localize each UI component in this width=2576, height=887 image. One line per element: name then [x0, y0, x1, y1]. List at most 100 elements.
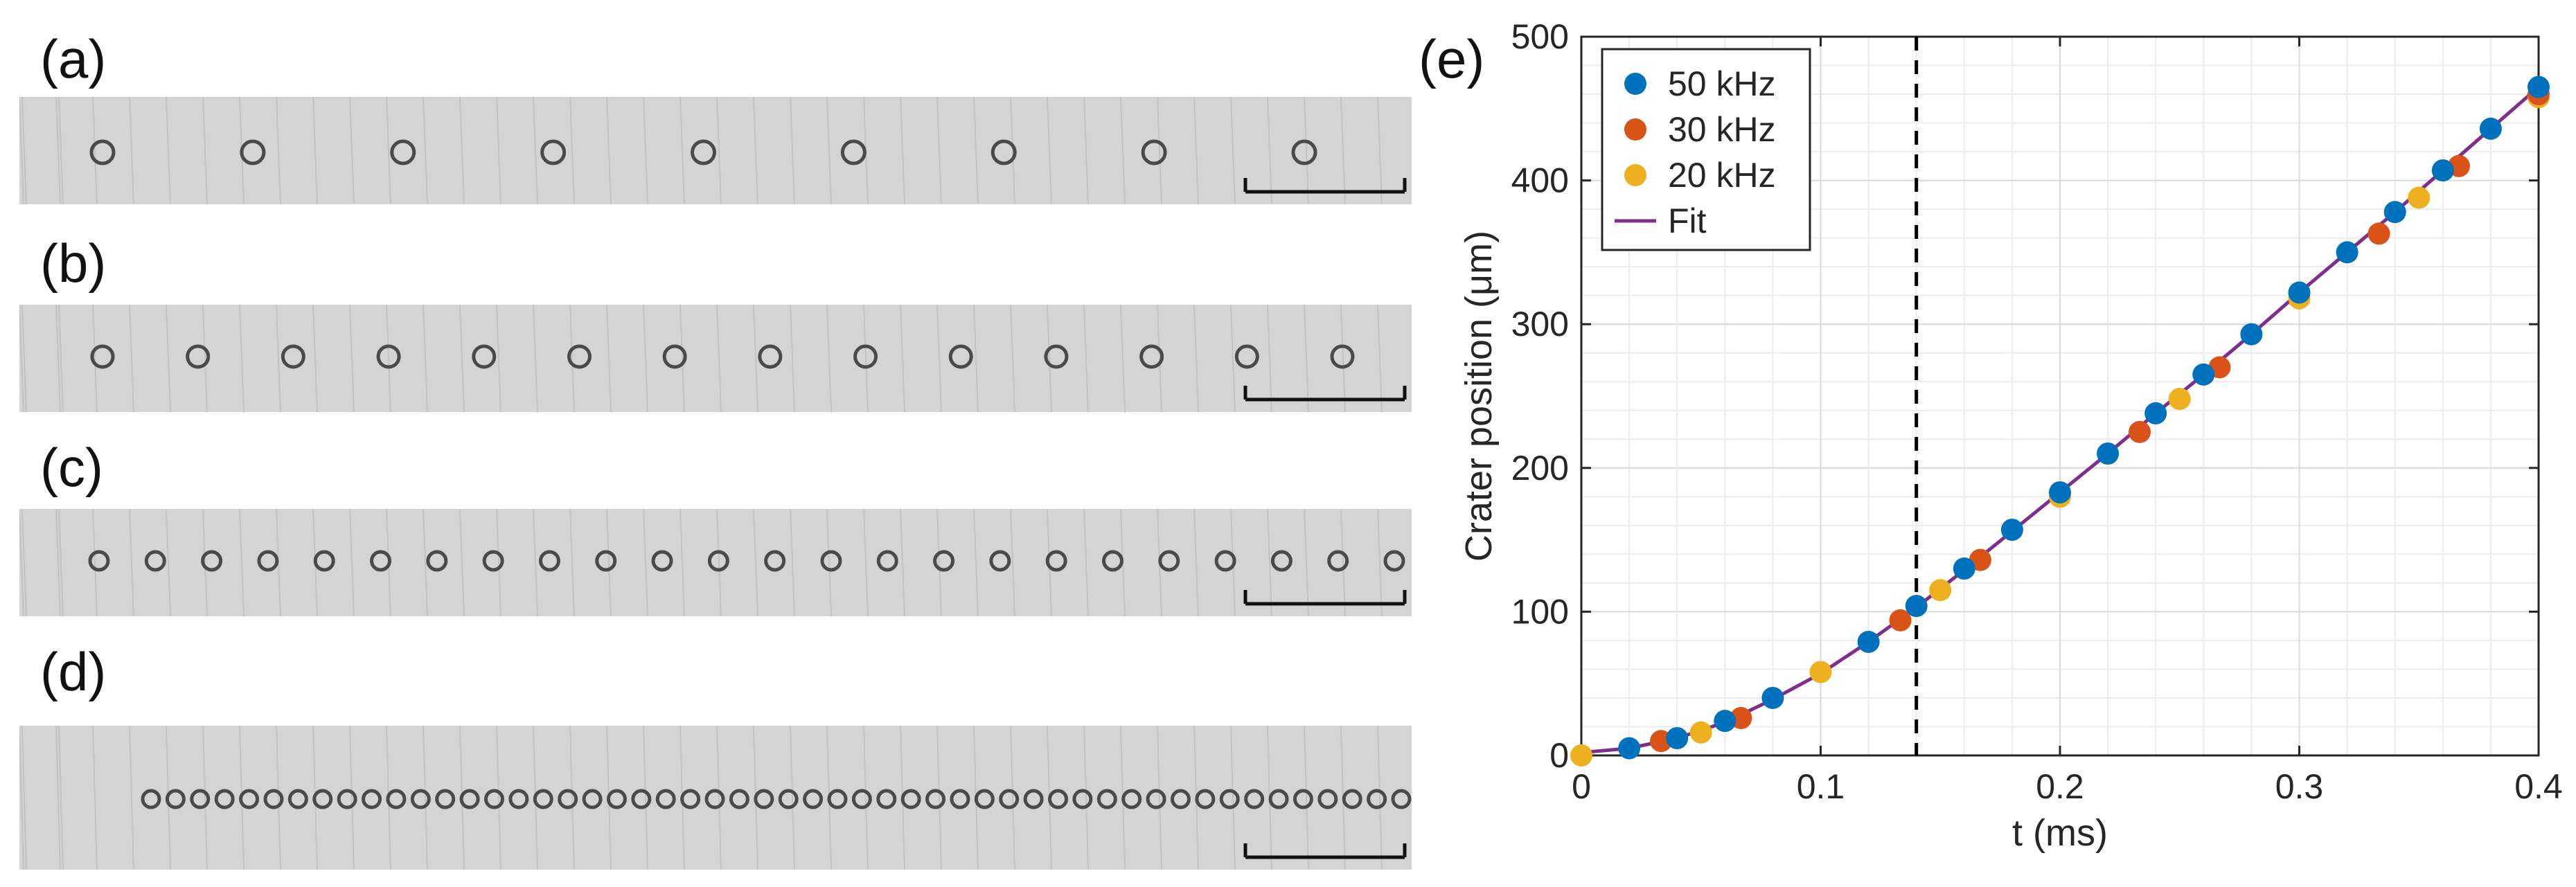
crater — [141, 789, 161, 809]
data-point-50-khz — [2288, 281, 2311, 304]
texture-line — [312, 97, 318, 204]
texture-line — [202, 726, 208, 870]
crater — [482, 550, 504, 572]
y-tick-label: 300 — [1511, 305, 1569, 343]
y-tick-label: 500 — [1511, 21, 1569, 56]
texture-line — [679, 97, 685, 204]
texture-line — [1340, 305, 1346, 412]
texture-line — [1377, 509, 1383, 616]
crater — [337, 789, 357, 809]
panel-label-c: (c) — [40, 437, 103, 498]
crater — [287, 789, 308, 809]
crater — [186, 344, 211, 369]
texture-line — [349, 509, 355, 616]
texture-line — [679, 509, 685, 616]
data-point-50-khz — [1953, 557, 1975, 580]
texture-line — [900, 305, 905, 412]
crater — [459, 789, 480, 809]
texture-line — [386, 97, 391, 204]
texture-line — [496, 305, 501, 412]
y-tick-label: 0 — [1549, 736, 1569, 775]
crater — [1383, 550, 1405, 572]
texture-line — [19, 726, 24, 870]
crater — [631, 789, 652, 809]
texture-line — [753, 509, 758, 616]
texture-line — [21, 305, 27, 412]
legend-marker — [1624, 118, 1646, 141]
crater — [263, 789, 284, 809]
crater — [1270, 550, 1293, 572]
crater — [974, 789, 995, 809]
data-point-20-khz — [2168, 388, 2191, 411]
crater — [1146, 789, 1166, 809]
texture-line — [606, 97, 612, 204]
texture-line — [716, 305, 722, 412]
crater — [1158, 550, 1180, 572]
texture-line — [1377, 726, 1383, 870]
crater — [1048, 789, 1069, 809]
legend-label: 20 kHz — [1668, 156, 1776, 195]
texture-line — [1157, 726, 1162, 870]
texture-line — [276, 97, 281, 204]
texture-line — [55, 509, 61, 616]
crater — [538, 550, 560, 572]
texture-line — [679, 305, 685, 412]
crater — [729, 789, 749, 809]
micrograph-strip-d — [19, 726, 1412, 870]
texture-line — [753, 97, 758, 204]
texture-line — [386, 305, 391, 412]
crater — [1244, 789, 1265, 809]
crater — [435, 789, 456, 809]
texture-line — [166, 305, 171, 412]
strip-background — [19, 305, 1412, 412]
crater — [313, 550, 335, 572]
data-point-50-khz — [2336, 241, 2359, 264]
x-tick-label: 0.2 — [2036, 767, 2084, 806]
data-point-50-khz — [2192, 363, 2215, 386]
texture-line — [569, 97, 575, 204]
crater — [851, 789, 872, 809]
crater — [991, 139, 1017, 165]
y-axis-label: Crater position (μm) — [1458, 231, 1500, 562]
texture-line — [1010, 305, 1015, 412]
texture-line — [1304, 726, 1309, 870]
data-point-50-khz — [1618, 737, 1641, 760]
x-tick-label: 0.3 — [2275, 767, 2324, 806]
texture-line — [496, 509, 501, 616]
panel-label-e: (e) — [1419, 28, 1485, 89]
texture-line — [129, 305, 134, 412]
crater — [144, 550, 166, 572]
texture-line — [1340, 97, 1346, 204]
crater — [876, 550, 898, 572]
data-point-50-khz — [2479, 117, 2502, 140]
texture-line — [1230, 305, 1236, 412]
texture-line — [569, 726, 575, 870]
crater — [1141, 139, 1167, 165]
texture-line — [423, 97, 428, 204]
x-tick-label: 0.1 — [1797, 767, 1845, 806]
texture-line — [533, 305, 538, 412]
crater — [999, 789, 1020, 809]
crater — [1170, 789, 1191, 809]
panel-label-b: (b) — [40, 233, 107, 294]
texture-line — [19, 509, 24, 616]
crater — [239, 789, 260, 809]
texture-line — [276, 726, 281, 870]
texture-line — [790, 97, 795, 204]
texture-line — [863, 726, 869, 870]
texture-line — [569, 509, 575, 616]
texture-line — [58, 726, 64, 870]
texture-line — [936, 726, 942, 870]
texture-line — [716, 726, 722, 870]
crater — [201, 550, 223, 572]
texture-line — [973, 509, 979, 616]
crater — [1044, 344, 1069, 369]
texture-line — [19, 305, 24, 412]
crater — [312, 789, 333, 809]
texture-line — [349, 726, 355, 870]
data-point-20-khz — [1570, 744, 1592, 767]
crater — [1139, 344, 1164, 369]
crater — [370, 550, 392, 572]
texture-line — [202, 509, 208, 616]
crater — [1195, 789, 1216, 809]
